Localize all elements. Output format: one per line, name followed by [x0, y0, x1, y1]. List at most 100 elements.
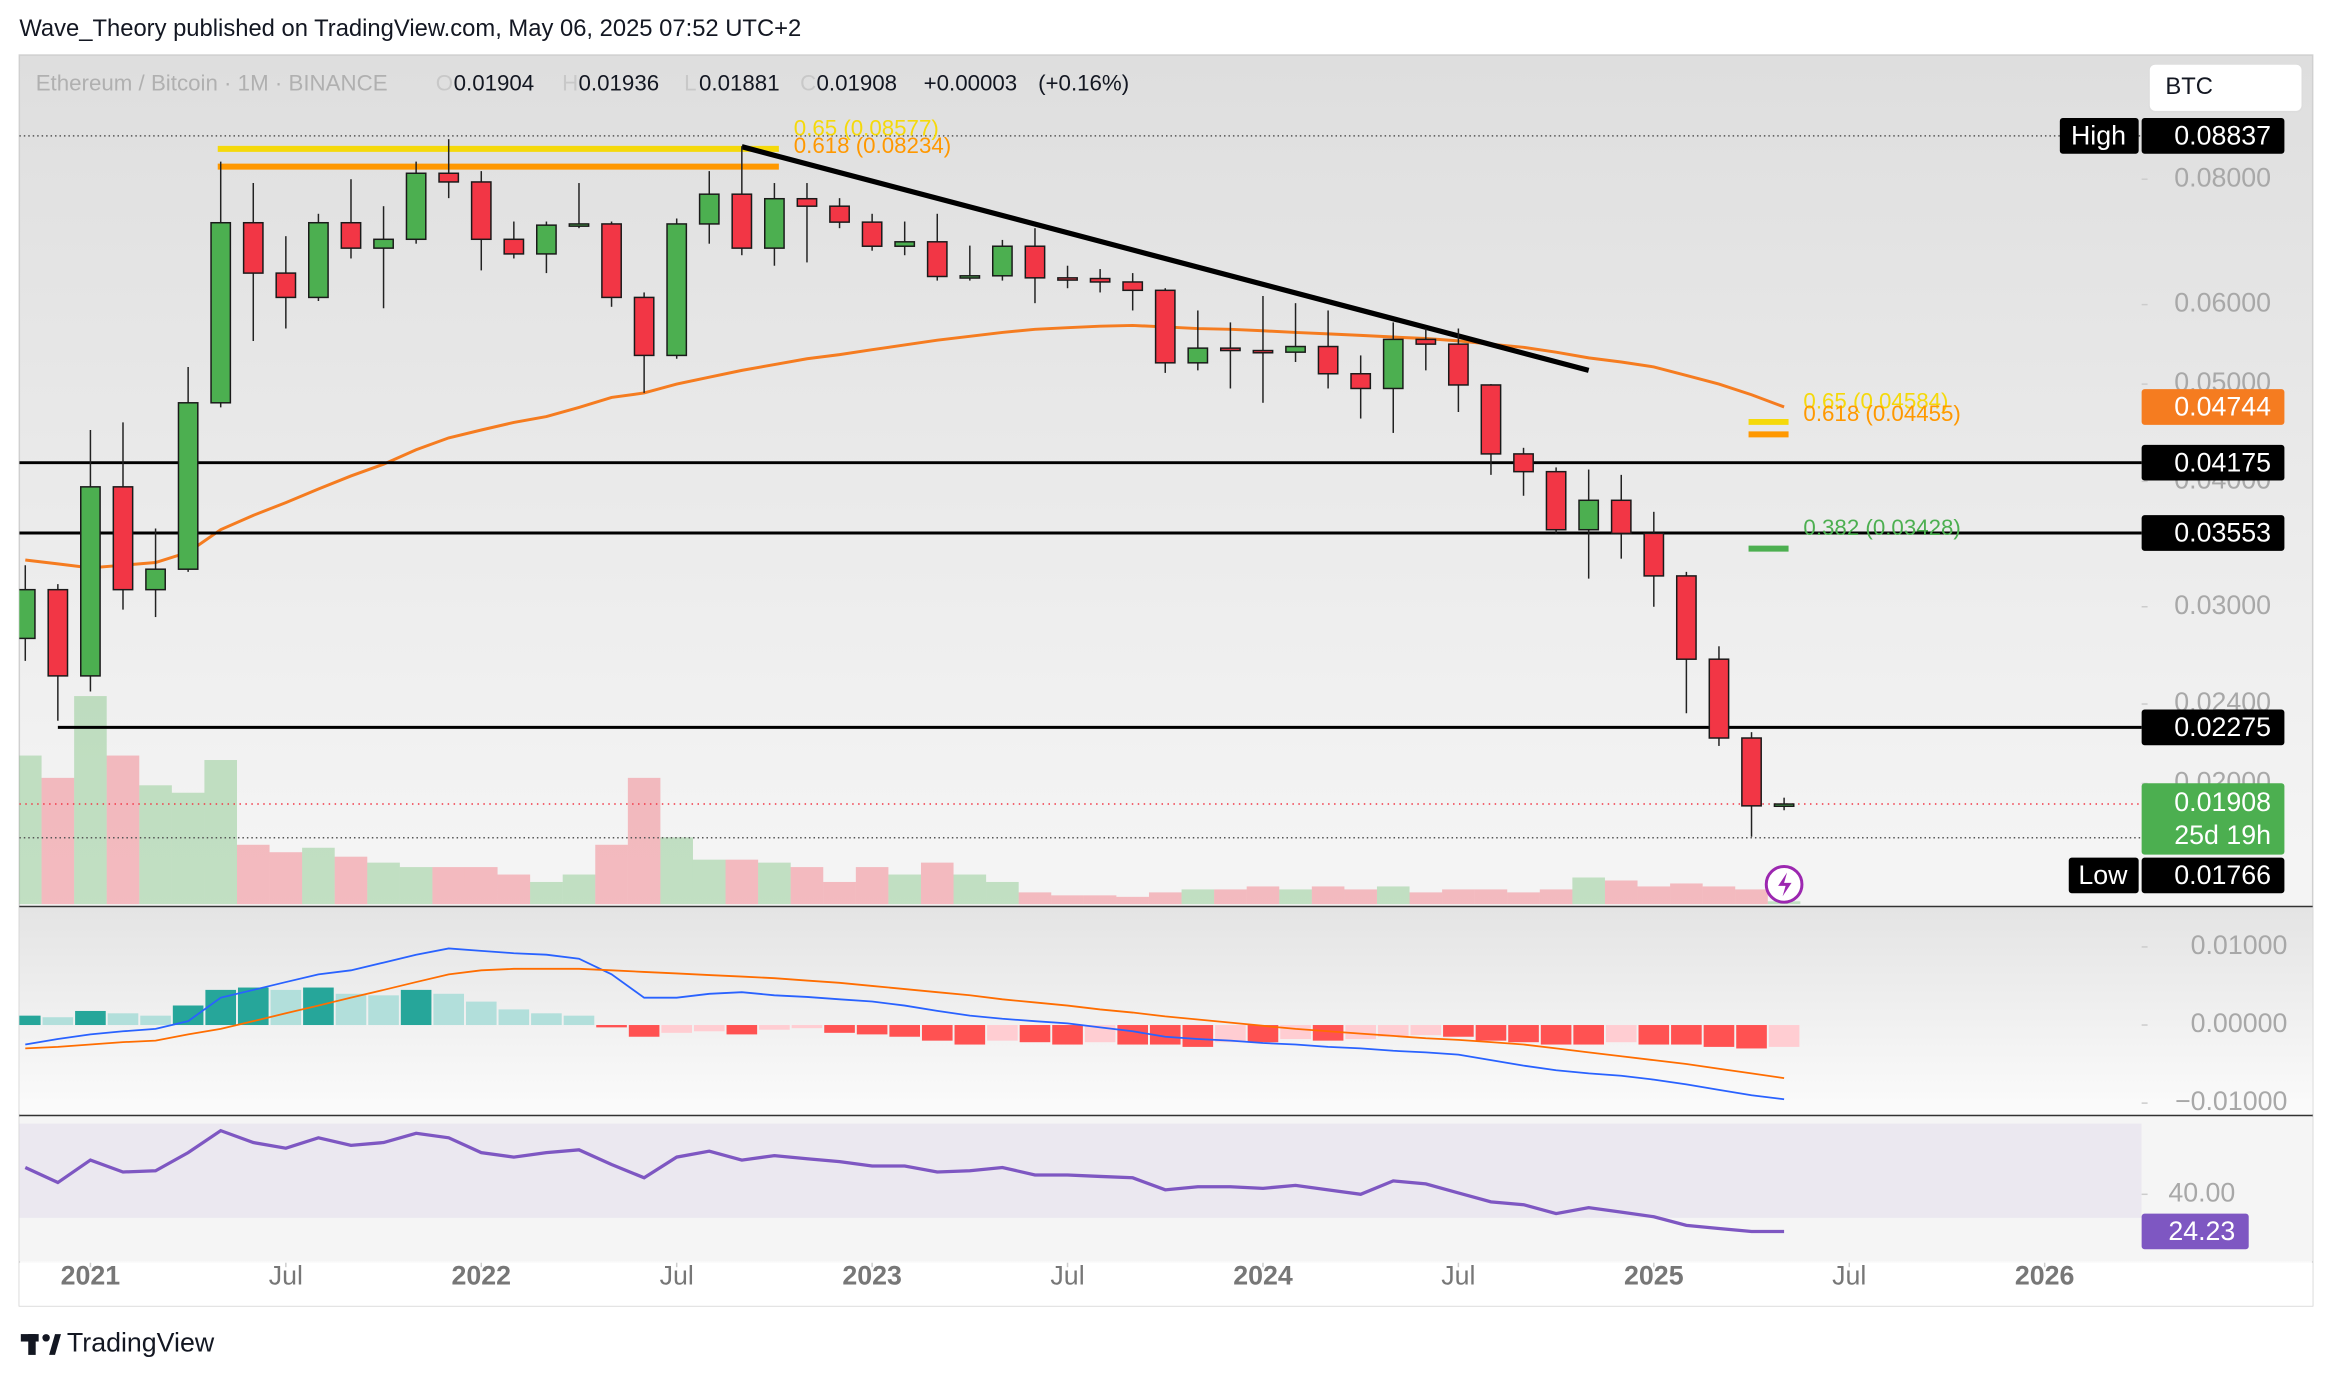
- legend-label: O: [436, 71, 453, 96]
- candle-body: [1089, 277, 1111, 283]
- x-tick-label: Jul: [1441, 1261, 1475, 1291]
- candle-body: [1057, 277, 1078, 281]
- level-label-box: [2141, 444, 2285, 481]
- header-text: Wave_Theory published on TradingView.com…: [19, 15, 801, 42]
- legend-label: H: [562, 71, 578, 96]
- macd-histogram: [596, 1025, 627, 1028]
- candle-body: [1773, 803, 1795, 808]
- macd-histogram: [335, 993, 367, 1026]
- legend-label: C: [800, 71, 816, 96]
- macd-histogram: [1768, 1025, 1800, 1047]
- candle-body: [568, 223, 590, 227]
- candle-body: [112, 486, 134, 591]
- candle-body: [438, 172, 460, 183]
- candle-body: [763, 197, 785, 249]
- macd-histogram: [1736, 1025, 1767, 1049]
- candle-body: [959, 275, 981, 279]
- volume-bar: [692, 859, 726, 905]
- volume-bar: [627, 777, 661, 905]
- x-tick-label: 2022: [451, 1261, 511, 1291]
- macd-histogram: [1605, 1025, 1637, 1043]
- volume-bar: [399, 867, 433, 905]
- legend-label: L: [684, 71, 696, 96]
- rsi-label-box: [2141, 1213, 2249, 1250]
- trendline: [741, 144, 1590, 373]
- macd-histogram: [1149, 1025, 1181, 1045]
- low-value-box: [2141, 857, 2285, 894]
- macd-tick-label: 0.01000: [2191, 930, 2288, 960]
- volume-bar: [302, 847, 335, 905]
- macd-histogram: [1443, 1025, 1474, 1037]
- candle-body: [1024, 245, 1046, 279]
- volume-bar: [1214, 889, 1247, 905]
- candle-body: [1252, 349, 1274, 354]
- volume-bar: [1442, 889, 1475, 905]
- candle-body: [829, 205, 850, 223]
- volume-bar: [1539, 889, 1573, 905]
- candle-body: [1447, 343, 1469, 386]
- volume-bar: [204, 760, 237, 905]
- high-tag: High: [2071, 120, 2126, 150]
- legend-value: 0.01904: [454, 71, 535, 96]
- candle-body: [1545, 470, 1567, 531]
- candle-body: [1513, 453, 1534, 473]
- x-tick-label: Jul: [1050, 1261, 1084, 1291]
- level-label: 0.04175: [2174, 447, 2271, 477]
- candle-body: [47, 588, 69, 677]
- candle-body: [666, 223, 688, 357]
- volume-bar: [986, 881, 1019, 905]
- candle-body: [861, 221, 883, 247]
- macd-histogram: [368, 995, 399, 1026]
- volume-bar: [953, 874, 987, 905]
- ma-label-box: [2141, 389, 2285, 425]
- logo: [20, 1334, 61, 1355]
- macd-histogram: [856, 1025, 888, 1035]
- volume-bar: [171, 792, 205, 905]
- candle-body: [1285, 345, 1306, 353]
- brand: TradingView: [67, 1328, 215, 1358]
- volume-bar: [660, 837, 693, 905]
- volume-bar: [1344, 889, 1377, 905]
- candle-body: [19, 588, 36, 640]
- volume-bar: [1409, 892, 1443, 905]
- candle-body: [373, 238, 394, 249]
- macd-histogram: [1117, 1025, 1148, 1045]
- level-label-box: [2141, 709, 2285, 746]
- level-label-box: [2141, 515, 2285, 551]
- y-tick-label: 0.06000: [2174, 288, 2271, 318]
- candle-body: [1415, 338, 1437, 345]
- rsi-tick-label: 40.00: [2168, 1177, 2235, 1207]
- low-value: 0.01766: [2174, 860, 2271, 890]
- level-label: 0.02275: [2174, 712, 2271, 742]
- macd-histogram: [1247, 1025, 1279, 1043]
- countdown: 25d 19h: [2174, 820, 2271, 850]
- macd-histogram: [1084, 1025, 1116, 1043]
- candle-body: [1317, 345, 1339, 375]
- x-tick-label: Jul: [660, 1261, 694, 1291]
- macd-histogram: [628, 1025, 660, 1037]
- macd-histogram: [531, 1013, 562, 1026]
- candle-body: [1610, 499, 1632, 535]
- volume-bar: [19, 755, 42, 905]
- x-tick-label: 2024: [1233, 1261, 1293, 1291]
- alert-bolt: [1778, 872, 1792, 897]
- macd-histogram: [1052, 1025, 1083, 1045]
- volume-bar: [1702, 886, 1736, 905]
- macd-histogram: [1345, 1025, 1376, 1040]
- macd-histogram: [1671, 1025, 1702, 1045]
- legend-change-pct: (+0.16%): [1038, 71, 1129, 96]
- macd-histogram: [1573, 1025, 1604, 1045]
- candle-body: [1578, 499, 1600, 531]
- macd-histogram: [19, 1015, 41, 1026]
- volume-bar: [106, 755, 140, 905]
- currency-box[interactable]: [2148, 63, 2303, 113]
- candle-body: [1741, 737, 1762, 807]
- macd-histogram: [107, 1013, 139, 1026]
- x-tick-label: 2025: [1624, 1261, 1684, 1291]
- candle-body: [1154, 289, 1176, 364]
- volume-bar: [1572, 877, 1605, 905]
- currency: BTC: [2165, 73, 2213, 100]
- volume-bar: [595, 844, 628, 905]
